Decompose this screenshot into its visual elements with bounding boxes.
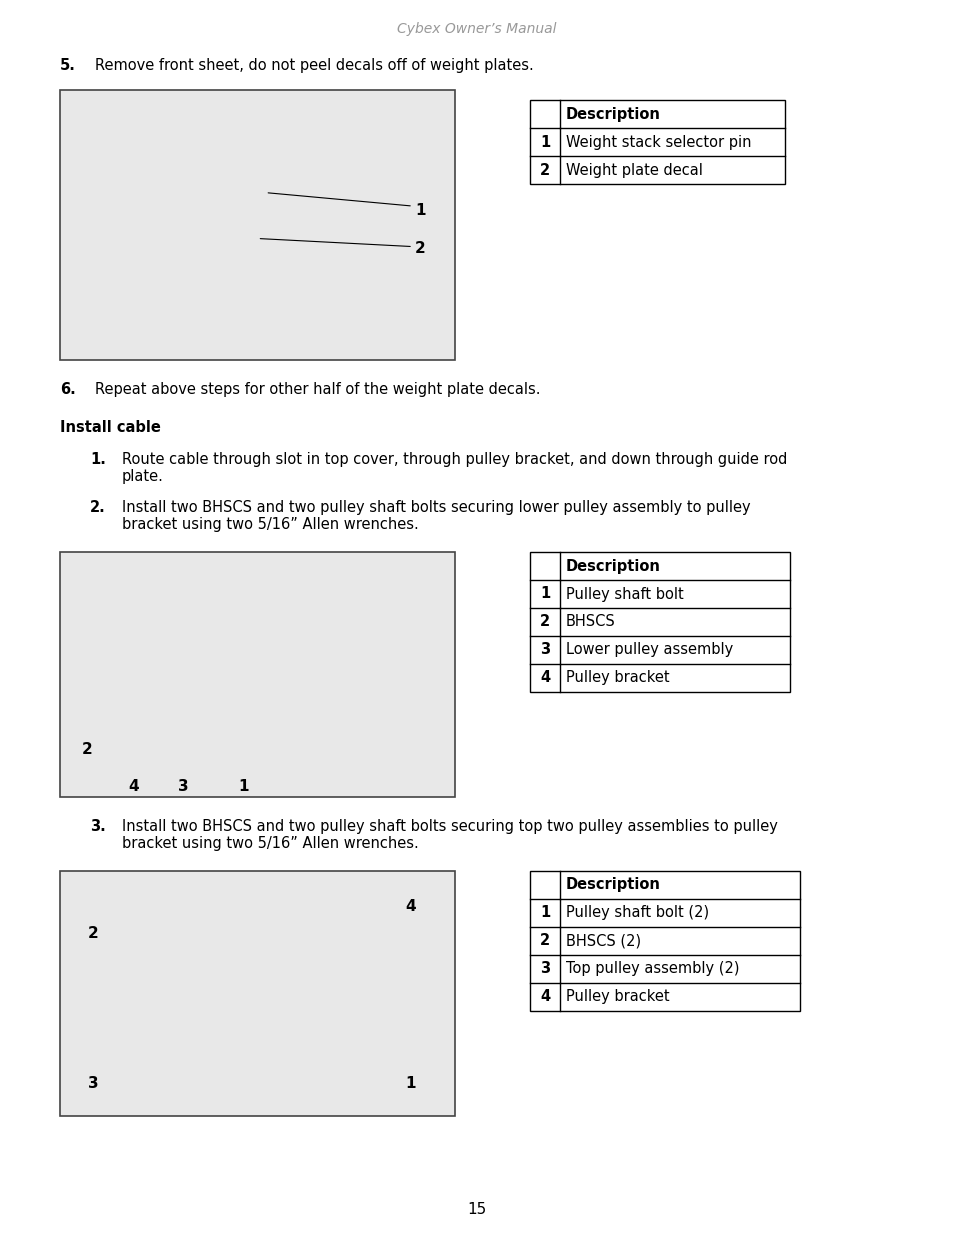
Text: 5.: 5. xyxy=(60,58,76,73)
Text: 1: 1 xyxy=(237,779,248,794)
Text: 2.: 2. xyxy=(90,500,106,515)
Text: 4: 4 xyxy=(405,899,416,914)
Text: 3: 3 xyxy=(178,779,189,794)
Bar xyxy=(530,871,800,1011)
Text: 6.: 6. xyxy=(60,382,75,396)
Text: Description: Description xyxy=(565,878,660,893)
Text: 3: 3 xyxy=(539,962,550,977)
Bar xyxy=(60,871,455,1116)
Text: Weight stack selector pin: Weight stack selector pin xyxy=(565,135,751,149)
Text: Description: Description xyxy=(565,558,660,573)
Text: 1: 1 xyxy=(539,587,550,601)
Text: 4: 4 xyxy=(128,779,138,794)
Text: Pulley shaft bolt: Pulley shaft bolt xyxy=(565,587,683,601)
Bar xyxy=(60,90,455,359)
Text: Pulley bracket: Pulley bracket xyxy=(565,989,669,1004)
Text: 1: 1 xyxy=(539,905,550,920)
Text: 1: 1 xyxy=(539,135,550,149)
Text: Install two BHSCS and two pulley shaft bolts securing top two pulley assemblies : Install two BHSCS and two pulley shaft b… xyxy=(122,819,777,851)
Text: 2: 2 xyxy=(539,934,550,948)
Text: Top pulley assembly (2): Top pulley assembly (2) xyxy=(565,962,739,977)
Text: Install two BHSCS and two pulley shaft bolts securing lower pulley assembly to p: Install two BHSCS and two pulley shaft b… xyxy=(122,500,750,532)
Text: BHSCS (2): BHSCS (2) xyxy=(565,934,640,948)
Text: 1: 1 xyxy=(415,204,425,219)
Text: Repeat above steps for other half of the weight plate decals.: Repeat above steps for other half of the… xyxy=(95,382,540,396)
Bar xyxy=(530,552,789,692)
Text: Description: Description xyxy=(565,106,660,121)
Text: 2: 2 xyxy=(539,163,550,178)
Text: 1: 1 xyxy=(405,1076,416,1091)
Text: 2: 2 xyxy=(539,615,550,630)
Text: 4: 4 xyxy=(539,989,550,1004)
Text: Pulley shaft bolt (2): Pulley shaft bolt (2) xyxy=(565,905,708,920)
Text: 15: 15 xyxy=(467,1202,486,1216)
Text: Weight plate decal: Weight plate decal xyxy=(565,163,702,178)
Text: Remove front sheet, do not peel decals off of weight plates.: Remove front sheet, do not peel decals o… xyxy=(95,58,533,73)
Text: 2: 2 xyxy=(88,926,99,941)
Text: Install cable: Install cable xyxy=(60,420,161,435)
Text: Pulley bracket: Pulley bracket xyxy=(565,671,669,685)
Bar xyxy=(60,552,455,797)
Text: 2: 2 xyxy=(415,241,425,256)
Text: 1.: 1. xyxy=(90,452,106,467)
Text: Route cable through slot in top cover, through pulley bracket, and down through : Route cable through slot in top cover, t… xyxy=(122,452,786,484)
Text: Cybex Owner’s Manual: Cybex Owner’s Manual xyxy=(396,22,557,36)
Text: 4: 4 xyxy=(539,671,550,685)
Text: 3: 3 xyxy=(539,642,550,657)
Bar xyxy=(530,100,784,184)
Text: 2: 2 xyxy=(82,742,92,757)
Text: 3: 3 xyxy=(88,1076,98,1091)
Text: Lower pulley assembly: Lower pulley assembly xyxy=(565,642,733,657)
Text: 3.: 3. xyxy=(90,819,106,834)
Text: BHSCS: BHSCS xyxy=(565,615,615,630)
